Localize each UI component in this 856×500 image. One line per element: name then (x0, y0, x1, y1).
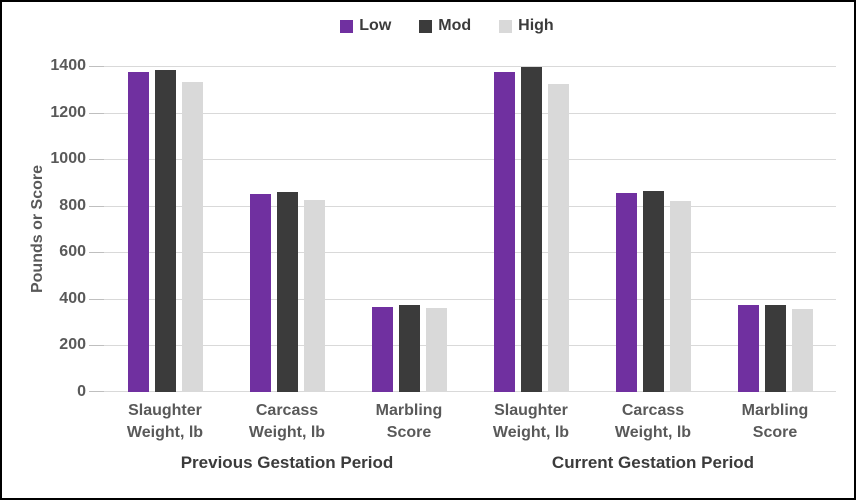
y-axis-tick-label: 400 (59, 290, 86, 307)
bar-low (249, 194, 271, 392)
bar-mod (276, 191, 298, 392)
legend-item: High (499, 17, 554, 35)
bar-mod (154, 69, 176, 392)
category-label: Slaughter Weight, lb (492, 402, 570, 442)
bar-high (547, 83, 569, 392)
category-slot (714, 66, 836, 392)
y-axis-tick (89, 299, 104, 300)
category-label: Carcass Weight, lb (248, 402, 326, 442)
legend-label: High (518, 17, 554, 34)
gridline (104, 113, 836, 114)
gridline (104, 391, 836, 392)
bar-high (425, 308, 447, 392)
bar-high (669, 201, 691, 392)
bar-high (181, 82, 203, 392)
gridline (104, 345, 836, 346)
y-axis-tick (89, 159, 104, 160)
bar-mod (764, 304, 786, 392)
group-label: Current Gestation Period (551, 453, 755, 472)
category-slot (592, 66, 714, 392)
category-slot (226, 66, 348, 392)
gridline (104, 66, 836, 67)
y-axis-tick-label: 1200 (50, 104, 86, 121)
group-labels: Previous Gestation Period Current Gestati… (104, 453, 836, 473)
y-axis-tick (89, 391, 104, 392)
y-axis-tick (89, 113, 104, 114)
gridline (104, 206, 836, 207)
category-labels: Slaughter Weight, lb Carcass Weight, lb Ma… (104, 400, 836, 445)
bar-mod (642, 190, 664, 392)
gridline (104, 159, 836, 160)
category-label: Slaughter Weight, lb (126, 402, 204, 442)
y-axis-tick (89, 252, 104, 253)
category-label: Marbling Score (375, 402, 443, 442)
plot-area (89, 66, 836, 392)
bar-low (493, 71, 515, 392)
category-slot (348, 66, 470, 392)
bar-mod (520, 67, 542, 392)
bar-mod (398, 304, 420, 392)
legend-item: Mod (419, 17, 471, 35)
y-axis-tick-labels: 0 200 400 600 800 1000 1200 1400 (2, 57, 86, 400)
legend-swatch-low (340, 19, 354, 33)
legend-label: Mod (438, 17, 472, 34)
legend-swatch-high (499, 19, 513, 33)
bar-low (615, 192, 637, 392)
chart-legend: Low Mod High (40, 17, 854, 35)
y-axis-tick-label: 600 (59, 243, 86, 260)
y-axis-tick-label: 1400 (50, 57, 86, 74)
y-axis-tick-label: 1000 (50, 150, 86, 167)
legend-swatch-mod (419, 19, 433, 33)
bar-high (791, 309, 813, 392)
y-axis-tick-label: 800 (59, 197, 86, 214)
legend-item: Low (340, 17, 391, 35)
y-axis-tick (89, 66, 104, 67)
bar-high (303, 199, 325, 392)
y-axis-tick (89, 345, 104, 346)
category-slot (104, 66, 226, 392)
category-label: Carcass Weight, lb (614, 402, 692, 442)
legend-label: Low (359, 17, 392, 34)
bar-low (371, 307, 393, 392)
category-slot (470, 66, 592, 392)
group-label: Previous Gestation Period (180, 453, 394, 472)
bar-low (737, 304, 759, 392)
y-axis-tick (89, 206, 104, 207)
y-axis-tick-label: 200 (59, 336, 86, 353)
gridline (104, 252, 836, 253)
bar-low (127, 71, 149, 392)
gridline (104, 299, 836, 300)
category-label: Marbling Score (741, 402, 809, 442)
y-axis-tick-label: 0 (77, 383, 86, 400)
